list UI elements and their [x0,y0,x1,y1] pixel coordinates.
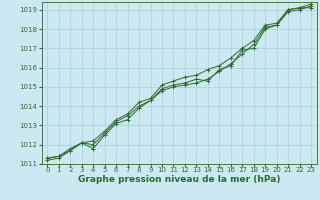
X-axis label: Graphe pression niveau de la mer (hPa): Graphe pression niveau de la mer (hPa) [78,175,280,184]
